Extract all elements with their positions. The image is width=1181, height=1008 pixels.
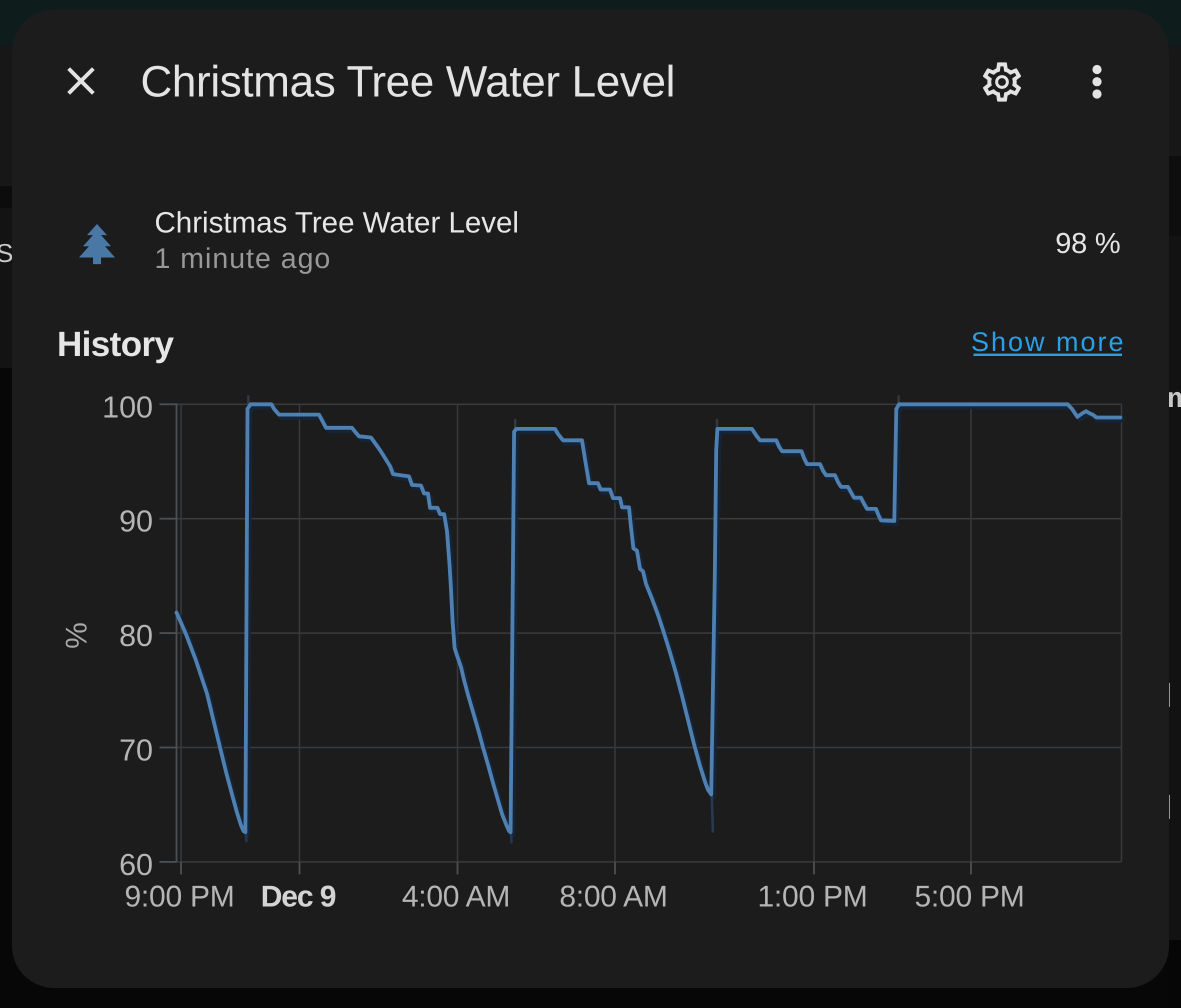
svg-text:98 %: 98 % [1055,228,1120,260]
svg-text:4:00 AM: 4:00 AM [402,881,510,914]
svg-text:Christmas Tree Water Level: Christmas Tree Water Level [155,207,520,240]
svg-text:5:00 PM: 5:00 PM [915,881,1025,914]
svg-text:1:00 PM: 1:00 PM [758,881,868,914]
svg-text:mi: mi [1167,382,1181,413]
svg-text:1 minute ago: 1 minute ago [155,243,332,275]
svg-text:Christmas Tree Water Level: Christmas Tree Water Level [141,58,676,107]
svg-text:Dec 9: Dec 9 [261,881,336,914]
svg-text:S: S [0,238,13,268]
svg-text:60: 60 [119,848,153,882]
svg-text:%: % [61,622,94,649]
svg-text:Show more: Show more [971,327,1126,357]
svg-text:History: History [57,325,175,364]
svg-text:8:00 AM: 8:00 AM [559,881,667,914]
svg-text:100: 100 [102,390,153,424]
svg-text:80: 80 [119,619,153,653]
svg-text:90: 90 [119,505,153,539]
svg-text:70: 70 [119,734,153,768]
svg-text:9:00 PM: 9:00 PM [125,881,235,914]
